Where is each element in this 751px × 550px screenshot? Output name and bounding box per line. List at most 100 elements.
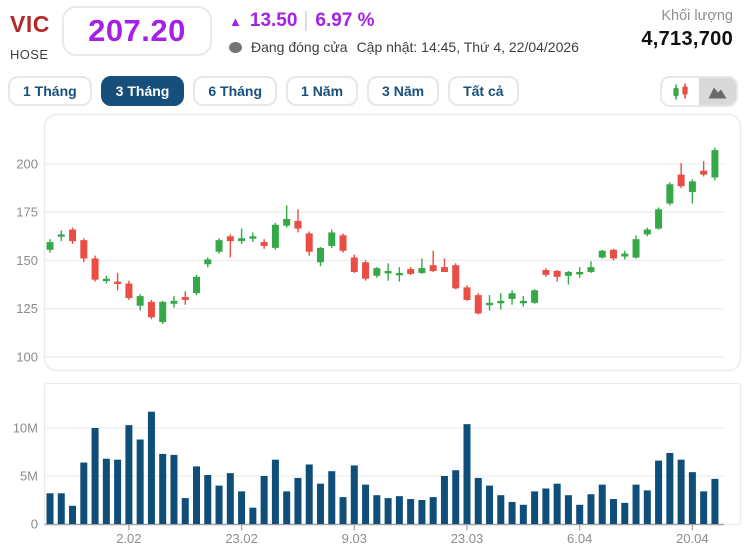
x-axis-label: 23.03: [451, 531, 484, 546]
tab-1-nam[interactable]: 1 Năm: [286, 76, 359, 106]
candle-body: [677, 174, 685, 187]
volume-bar: [542, 488, 550, 524]
price-axis-tick: 200: [16, 157, 38, 172]
volume-bar: [486, 485, 494, 524]
price-axis-tick: 100: [16, 349, 38, 364]
exchange-label: HOSE: [10, 47, 49, 62]
volume-bar: [102, 458, 110, 524]
volume-bar: [519, 504, 527, 524]
ticker-block: VIC HOSE: [10, 11, 50, 62]
volume-bar: [91, 428, 99, 524]
candle-body: [226, 236, 234, 242]
volume-bar: [80, 462, 88, 524]
price-box: 207.20: [62, 6, 212, 56]
status-dot-icon: [229, 41, 242, 53]
ticker-symbol: VIC: [10, 11, 50, 37]
tab-3-thang[interactable]: 3 Tháng: [100, 76, 185, 106]
volume-bar: [429, 497, 437, 524]
area-view-button[interactable]: [699, 78, 736, 105]
volume-bar: [181, 498, 189, 524]
candle-body: [362, 262, 370, 279]
candle-body: [497, 300, 505, 304]
candle-body: [181, 297, 189, 300]
market-status-row: Đang đóng cửa Cập nhật: 14:45, Thứ 4, 22…: [229, 39, 579, 55]
volume-bar: [294, 477, 302, 524]
candle-body: [587, 267, 595, 272]
tab-tat-ca[interactable]: Tất cả: [448, 76, 519, 106]
chart-type-toggle: [660, 76, 738, 107]
time-range-tabs: 1 Tháng 3 Tháng 6 Tháng 1 Năm 3 Năm Tất cả: [8, 76, 519, 106]
candle-body: [542, 270, 550, 275]
volume-bar: [226, 473, 234, 524]
candle-body: [474, 295, 482, 314]
volume-bar: [283, 491, 291, 524]
candle-body: [114, 281, 122, 285]
candle-body: [46, 242, 54, 250]
candle-body: [294, 220, 302, 229]
volume-bar: [204, 475, 212, 524]
candle-body: [170, 300, 178, 304]
volume-bar: [238, 491, 246, 524]
volume-bar: [305, 464, 313, 524]
volume-bar: [632, 484, 640, 524]
tab-3-nam[interactable]: 3 Năm: [367, 76, 440, 106]
x-axis-label: 23.02: [225, 531, 258, 546]
volume-bar: [677, 459, 685, 524]
candle-body: [102, 278, 110, 282]
candle-body: [384, 271, 392, 274]
price-axis-tick: 175: [16, 205, 38, 220]
volume-bar: [316, 483, 324, 524]
volume-bar: [407, 499, 415, 524]
volume-bar: [508, 501, 516, 524]
x-axis-label: 20.04: [676, 531, 709, 546]
candlestick-view-button[interactable]: [662, 78, 699, 105]
candle-body: [91, 258, 99, 280]
volume-bar: [655, 460, 663, 524]
candle-body: [271, 224, 279, 248]
price-volume-chart[interactable]: 200 175 150 125 100 10M 5M 0 2.02 23.02 9.03 23.03 6…: [0, 113, 751, 550]
candle-body: [316, 247, 324, 263]
volume-block: Khối lượng 4,713,700: [641, 8, 733, 51]
tab-1-thang[interactable]: 1 Tháng: [8, 76, 92, 106]
candle-body: [486, 302, 494, 306]
x-axis-label: 9.03: [342, 531, 367, 546]
volume-bar: [114, 459, 122, 524]
volume-bar: [339, 497, 347, 524]
volume-bar: [328, 471, 336, 524]
change-divider: [305, 11, 308, 31]
volume-bar: [463, 424, 471, 524]
candle-body: [328, 232, 336, 246]
volume-bar: [260, 476, 268, 524]
candle-body: [373, 268, 381, 276]
volume-bar: [531, 491, 539, 524]
candle-body: [564, 271, 572, 276]
candle-body: [655, 209, 663, 229]
candle-body: [147, 301, 155, 318]
volume-bar: [497, 495, 505, 524]
tab-6-thang[interactable]: 6 Tháng: [193, 76, 278, 106]
volume-bar: [666, 452, 674, 524]
last-updated: Cập nhật: 14:45, Thứ 4, 22/04/2026: [356, 39, 579, 55]
candle-body: [519, 300, 527, 304]
change-value: 13.50: [249, 10, 298, 31]
volume-bar: [362, 484, 370, 524]
candle-body: [136, 296, 144, 306]
volume-axis-tick: 0: [31, 517, 38, 532]
candle-body: [418, 268, 426, 273]
volume-bar: [159, 453, 167, 524]
volume-bar: [249, 507, 257, 524]
candle-body: [215, 240, 223, 252]
volume-bar: [46, 493, 54, 524]
candle-body: [643, 229, 651, 235]
volume-axis-tick: 5M: [20, 469, 38, 484]
volume-axis-tick: 10M: [13, 421, 38, 436]
candle-body: [57, 234, 65, 237]
volume-bar: [598, 484, 606, 524]
candle-body: [508, 293, 516, 299]
candle-body: [632, 239, 640, 258]
change-percent: 6.97 %: [315, 10, 375, 31]
volume-label: Khối lượng: [661, 8, 733, 24]
candle-body: [429, 265, 437, 272]
price-change-row: ▲ 13.50 6.97 %: [229, 10, 375, 32]
